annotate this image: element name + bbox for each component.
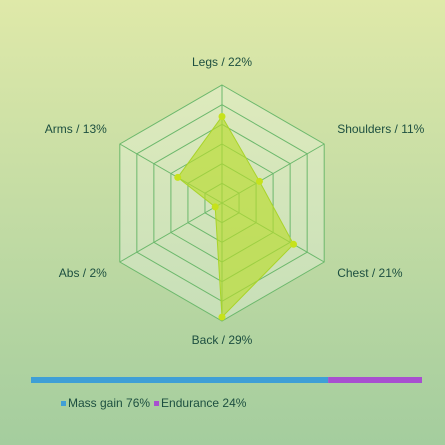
category-label: Back / 29% — [192, 333, 253, 347]
radar-point — [255, 177, 263, 185]
spoke — [119, 202, 223, 263]
radar-point — [211, 203, 219, 211]
category-label: Shoulders / 11% — [337, 122, 424, 136]
category-label: Chest / 21% — [337, 266, 403, 280]
radar-point — [174, 173, 182, 181]
bar-segment — [31, 377, 329, 383]
legend-label: Mass gain 76% — [68, 396, 150, 410]
legend-swatch — [61, 401, 66, 406]
legend-label: Endurance 24% — [161, 396, 247, 410]
bar-segment — [328, 377, 422, 383]
category-label: Abs / 2% — [59, 266, 107, 280]
radar-point — [290, 240, 298, 248]
legend-swatch — [154, 401, 160, 406]
radar-point — [218, 313, 226, 321]
category-label: Legs / 22% — [192, 55, 252, 69]
category-label: Arms / 13% — [45, 122, 107, 136]
radar-point — [218, 112, 226, 120]
